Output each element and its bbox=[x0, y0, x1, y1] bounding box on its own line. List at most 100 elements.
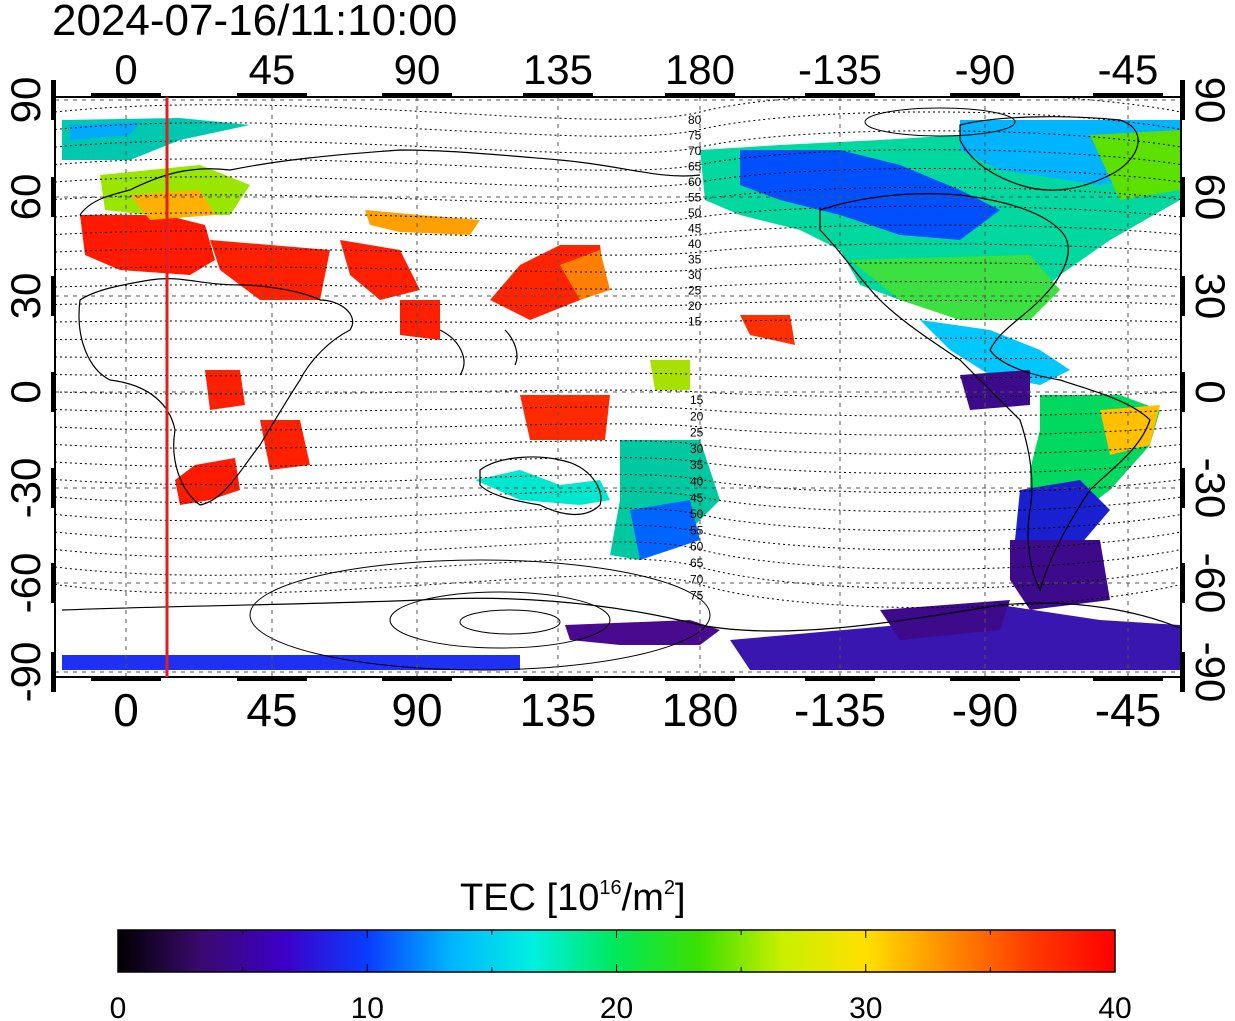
top-longitude-label: 180 bbox=[665, 46, 735, 93]
contour-label: 15 bbox=[688, 315, 702, 329]
bottom-longitude-label: -45 bbox=[1095, 684, 1161, 736]
top-edge-tick bbox=[950, 93, 1020, 98]
tec-patch-africa-west bbox=[205, 370, 245, 410]
right-edge-tick bbox=[1180, 372, 1185, 412]
left-latitude-label: -60 bbox=[2, 553, 49, 614]
colorbar-tick-label: 10 bbox=[351, 992, 384, 1021]
contour-label: 60 bbox=[690, 540, 704, 554]
colorbar-title-exponent: 16 bbox=[599, 877, 622, 899]
bottom-edge-tick bbox=[1093, 676, 1163, 681]
bottom-edge-tick bbox=[950, 676, 1020, 681]
tec-data-layer bbox=[62, 118, 1180, 670]
top-longitude-label: -90 bbox=[955, 46, 1016, 93]
contour-ring bbox=[249, 559, 711, 671]
bottom-longitude-label: -135 bbox=[794, 684, 886, 736]
left-latitude-label: 90 bbox=[2, 77, 49, 124]
colorbar-title-end: ] bbox=[674, 877, 686, 919]
axis-edge-ticks bbox=[51, 80, 1185, 692]
right-latitude-label: -60 bbox=[1187, 553, 1234, 614]
left-edge-tick bbox=[51, 80, 56, 120]
tec-patch-greenland-green bbox=[1090, 130, 1180, 200]
right-latitude-label: 90 bbox=[1187, 77, 1234, 124]
contour-ring bbox=[864, 107, 1016, 137]
right-latitude-label: 0 bbox=[1187, 380, 1234, 403]
contour-label: 25 bbox=[690, 426, 704, 440]
left-latitude-label: 30 bbox=[2, 273, 49, 320]
contour-label: 25 bbox=[688, 284, 702, 298]
top-longitude-label: 135 bbox=[523, 46, 593, 93]
bottom-edge-tick bbox=[382, 676, 452, 681]
contour-label: 20 bbox=[688, 299, 702, 313]
right-edge-tick bbox=[1180, 468, 1185, 508]
contour-label: 15 bbox=[690, 393, 704, 407]
coastlines bbox=[61, 116, 1181, 632]
top-edge-tick bbox=[91, 93, 161, 98]
colorbar-title-text: TEC [10 bbox=[460, 877, 600, 919]
contour-label: 40 bbox=[688, 237, 702, 251]
contour-value-labels: 8075706560555045403530252015152025303540… bbox=[688, 113, 704, 603]
left-latitude-label: -30 bbox=[2, 458, 49, 519]
contour-label: 50 bbox=[690, 507, 704, 521]
tec-patch-india bbox=[400, 300, 440, 340]
tec-patch-japan bbox=[560, 250, 610, 300]
top-longitude-label: -45 bbox=[1098, 46, 1159, 93]
bottom-longitude-label: 180 bbox=[662, 684, 739, 736]
colorbar-ticks: 0 10 20 30 40 bbox=[110, 930, 1132, 1021]
contour-line bbox=[55, 337, 1181, 341]
bottom-edge-tick bbox=[523, 676, 593, 681]
tec-patch-hawaii bbox=[740, 315, 795, 345]
tec-patch-antarctic-dark bbox=[880, 600, 1010, 640]
tec-patch-south-africa bbox=[175, 458, 240, 505]
right-latitude-label: -30 bbox=[1187, 458, 1234, 519]
bottom-edge-tick bbox=[665, 676, 735, 681]
left-edge-tick bbox=[51, 177, 56, 217]
tec-patch-europe bbox=[80, 215, 215, 275]
top-edge-tick bbox=[382, 93, 452, 98]
contour-label: 55 bbox=[690, 523, 704, 537]
top-longitude-label: 0 bbox=[114, 46, 137, 93]
contour-label: 50 bbox=[688, 206, 702, 220]
contour-label: 30 bbox=[688, 268, 702, 282]
tec-patch-canada-blue bbox=[740, 150, 1000, 240]
tec-patch-arctic-blue bbox=[70, 122, 140, 140]
tec-patch-antarctic-mid bbox=[565, 620, 720, 645]
contour-label: 65 bbox=[690, 556, 704, 570]
colorbar-tick-label: 20 bbox=[600, 992, 633, 1021]
tec-patch-south-pacific-blue bbox=[630, 500, 700, 560]
contour-label: 20 bbox=[690, 409, 704, 423]
contour-label: 40 bbox=[690, 475, 704, 489]
contour-label: 65 bbox=[688, 160, 702, 174]
map-timestamp-title: 2024-07-16/11:10:00 bbox=[52, 0, 458, 45]
colorbar-tick-label: 0 bbox=[110, 992, 127, 1021]
right-latitude-label: 30 bbox=[1187, 273, 1234, 320]
right-latitude-label: 60 bbox=[1187, 174, 1234, 221]
left-edge-tick bbox=[51, 652, 56, 692]
tec-patch-indonesia bbox=[520, 395, 610, 440]
bottom-edge-tick bbox=[91, 676, 161, 681]
top-edge-tick bbox=[805, 93, 875, 98]
top-edge-tick bbox=[665, 93, 735, 98]
contour-line bbox=[55, 355, 1181, 360]
bottom-longitude-label: 0 bbox=[113, 684, 139, 736]
axis-labels: 0 45 90 135 180 -135 -90 -450 45 90 135 180 -135 -90-… bbox=[2, 46, 1234, 736]
contour-label: 75 bbox=[688, 129, 702, 143]
tec-patch-antarctic-left bbox=[62, 655, 520, 670]
tec-patch-pacific-north bbox=[650, 360, 690, 390]
contour-lines bbox=[55, 97, 1181, 671]
colorbar-tick-label: 30 bbox=[849, 992, 882, 1021]
contour-label: 80 bbox=[688, 113, 702, 127]
top-edge-tick bbox=[1093, 93, 1163, 98]
right-edge-tick bbox=[1180, 276, 1185, 316]
contour-label: 35 bbox=[688, 253, 702, 267]
top-edge-tick bbox=[237, 93, 307, 98]
right-edge-tick bbox=[1180, 652, 1185, 692]
graticule-grid bbox=[55, 97, 1181, 677]
top-edge-tick bbox=[523, 93, 593, 98]
left-edge-tick bbox=[51, 563, 56, 603]
contour-label: 35 bbox=[690, 458, 704, 472]
bottom-longitude-label: 45 bbox=[246, 684, 297, 736]
right-edge-tick bbox=[1180, 80, 1185, 120]
left-edge-tick bbox=[51, 276, 56, 316]
colorbar-title-unit: /m bbox=[621, 877, 664, 919]
